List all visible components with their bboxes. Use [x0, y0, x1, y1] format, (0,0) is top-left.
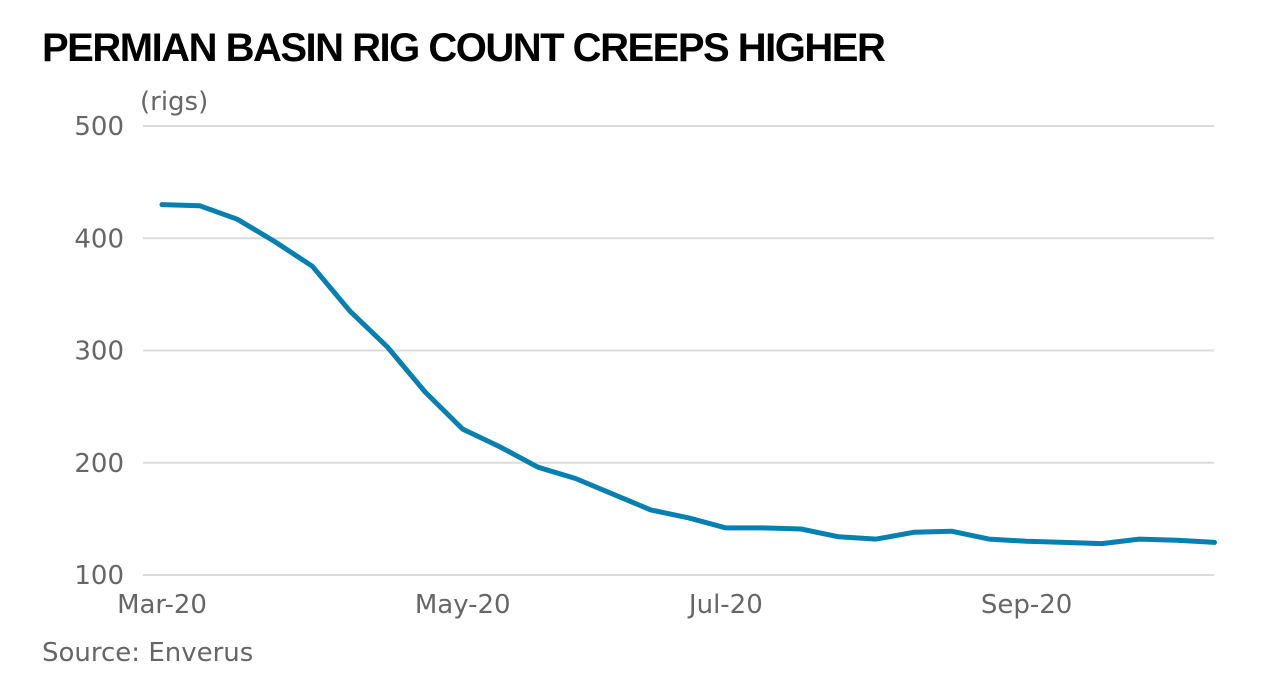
y-tick-label: 500	[74, 112, 124, 142]
series-line	[159, 202, 1217, 547]
x-tick-label: Sep-20	[981, 590, 1072, 620]
y-tick-label: 100	[74, 561, 124, 591]
y-tick-label: 400	[74, 224, 124, 254]
y-tick-label: 200	[74, 449, 124, 479]
series-lines	[159, 202, 1217, 547]
x-tick-label: Jul-20	[687, 590, 763, 620]
x-tick-label: May-20	[415, 590, 511, 620]
chart-title: PERMIAN BASIN RIG COUNT CREEPS HIGHER	[42, 26, 886, 70]
source-note: Source: Enverus	[42, 638, 254, 668]
y-axis-label: (rigs)	[140, 87, 208, 117]
gridlines	[143, 125, 1214, 576]
x-tick-labels: Mar-20 May-20 Jul-20 Sep-20	[117, 590, 1072, 620]
x-tick-label: Mar-20	[117, 590, 207, 620]
y-tick-label: 300	[74, 337, 124, 367]
y-tick-labels: 100 200 300 400 500	[74, 112, 124, 591]
